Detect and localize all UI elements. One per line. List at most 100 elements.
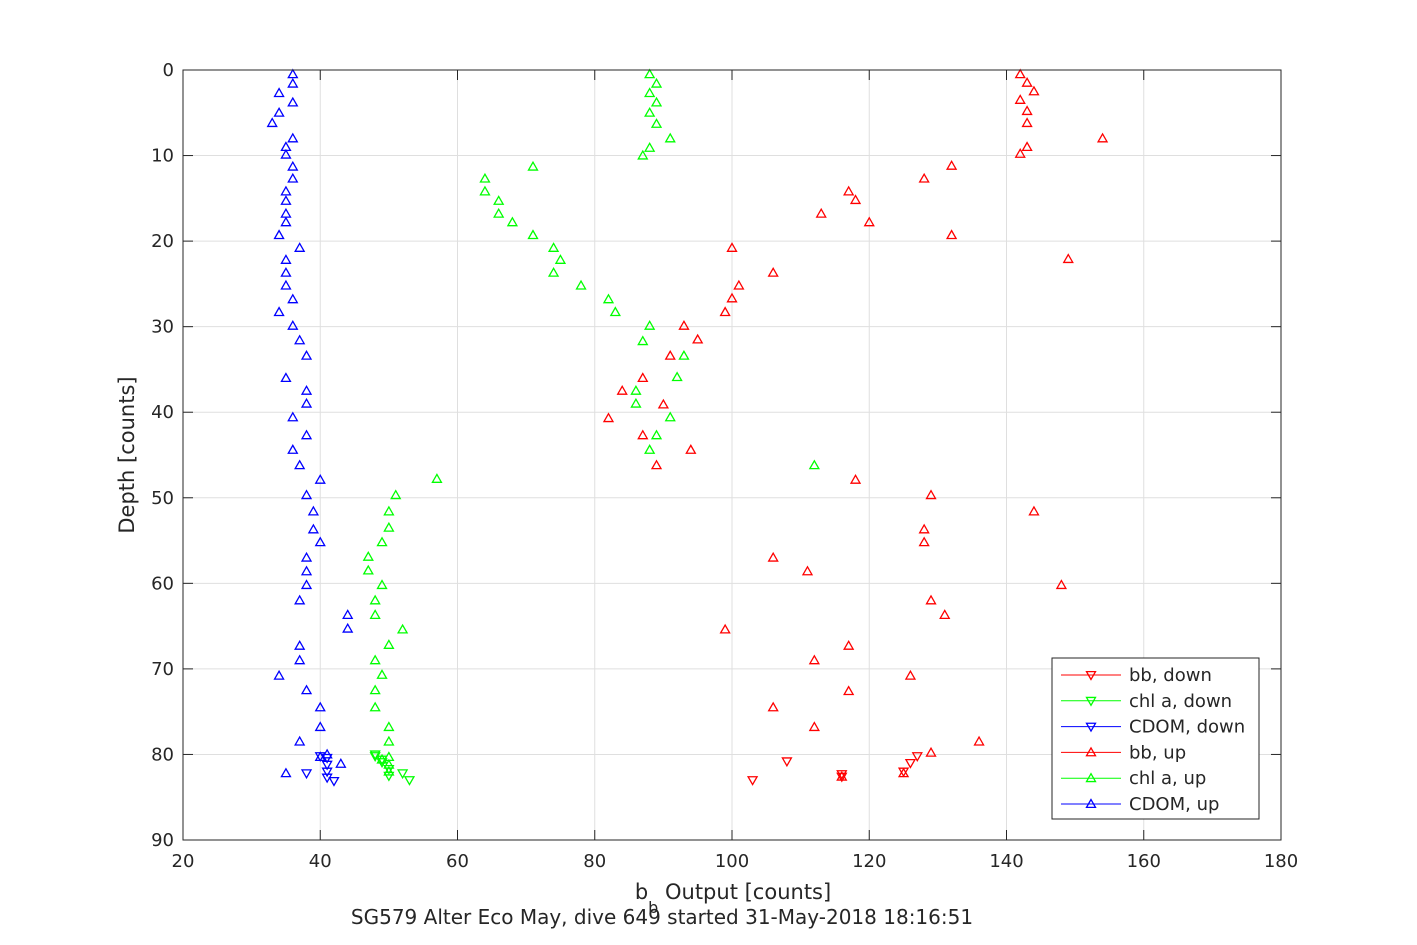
- data-point: [294, 735, 306, 746]
- data-point: [273, 87, 285, 98]
- data-point: [287, 444, 299, 454]
- data-point: [815, 207, 827, 218]
- data-point: [678, 349, 690, 360]
- data-point: [719, 623, 731, 634]
- x-tick-label: 60: [446, 851, 469, 872]
- chart-caption: SG579 Alter Eco May, dive 649 started 31…: [351, 905, 973, 929]
- y-tick-label: 10: [151, 146, 174, 167]
- legend-entry-label: CDOM, down: [1129, 717, 1245, 738]
- data-point: [849, 474, 862, 484]
- data-point: [321, 760, 333, 771]
- x-tick-label: 100: [715, 851, 749, 872]
- data-point: [808, 654, 820, 665]
- data-point: [836, 770, 848, 781]
- data-point: [1096, 132, 1109, 143]
- data-point: [300, 429, 313, 440]
- legend-marker: [1085, 722, 1097, 733]
- data-point: [781, 757, 793, 768]
- x-tick-label: 20: [172, 851, 195, 872]
- x-tick-label: 180: [1264, 851, 1298, 872]
- y-tick-label: 30: [151, 317, 174, 338]
- data-point: [904, 758, 917, 769]
- y-tick-label: 50: [151, 488, 174, 509]
- series-chl-a-up: [362, 68, 820, 776]
- data-point: [911, 752, 923, 762]
- data-point: [925, 489, 937, 500]
- data-point: [294, 594, 306, 605]
- data-point: [396, 769, 409, 780]
- data-point: [376, 669, 388, 679]
- legend-entry-label: CDOM, up: [1129, 794, 1219, 815]
- legend-marker: [1085, 746, 1097, 757]
- data-point: [1062, 253, 1074, 264]
- data-point: [1021, 141, 1033, 152]
- x-axis-label-rest: Output [counts]: [658, 880, 831, 904]
- data-point: [602, 412, 615, 423]
- x-axis-label-main: b: [635, 880, 648, 904]
- data-point: [493, 207, 505, 218]
- data-point: [383, 771, 395, 782]
- y-tick-label: 20: [151, 231, 174, 252]
- data-point: [294, 334, 306, 345]
- data-point: [671, 371, 683, 382]
- data-point: [287, 160, 299, 171]
- data-point: [939, 609, 951, 620]
- data-point: [918, 523, 930, 534]
- data-point: [1014, 68, 1026, 79]
- x-tick-label: 160: [1127, 851, 1161, 872]
- data-point: [637, 429, 649, 440]
- data-point: [287, 293, 299, 304]
- data-point: [300, 565, 313, 576]
- data-point: [630, 385, 642, 395]
- data-point: [664, 411, 676, 422]
- data-point: [904, 669, 917, 680]
- data-point: [273, 669, 285, 680]
- data-point: [280, 185, 292, 196]
- data-point: [314, 474, 326, 484]
- data-point: [273, 229, 285, 240]
- y-tick-label: 90: [151, 830, 174, 851]
- data-point: [554, 254, 567, 264]
- data-point: [650, 459, 663, 470]
- data-point: [897, 767, 910, 778]
- legend-marker: [1085, 696, 1097, 707]
- data-point: [575, 279, 587, 290]
- data-point: [1028, 505, 1040, 516]
- data-point: [692, 333, 704, 344]
- data-point: [390, 489, 402, 500]
- data-point: [664, 349, 676, 360]
- data-point: [273, 106, 285, 117]
- data-point: [431, 473, 443, 483]
- data-point: [767, 701, 779, 712]
- data-point: [314, 751, 326, 762]
- legend-entry-label: chl a, up: [1129, 768, 1206, 789]
- data-point: [843, 685, 855, 696]
- data-point: [369, 701, 381, 712]
- data-point: [726, 242, 738, 252]
- data-point: [280, 254, 292, 264]
- data-point: [300, 684, 313, 695]
- data-point: [300, 397, 313, 408]
- data-point: [644, 106, 656, 117]
- axis-ticks: 20 40 60 80 100 120 140 160 180 0 10 20 30 40 50 60 70 80…: [151, 60, 1298, 872]
- data-point: [294, 242, 306, 252]
- data-point: [383, 765, 395, 776]
- data-point: [808, 459, 820, 470]
- legend-marker: [1085, 798, 1097, 809]
- data-point: [383, 735, 395, 746]
- data-point: [314, 721, 326, 732]
- data-point: [287, 172, 299, 183]
- data-point: [678, 320, 690, 330]
- data-point: [362, 551, 374, 561]
- x-tick-label: 120: [852, 851, 886, 872]
- data-point: [664, 132, 676, 143]
- data-point: [527, 229, 539, 240]
- data-point: [1028, 85, 1040, 96]
- data-point: [383, 721, 395, 732]
- x-tick-label: 80: [583, 851, 606, 872]
- data-point: [383, 639, 395, 649]
- data-point: [376, 536, 388, 547]
- data-point: [396, 623, 409, 634]
- data-point: [746, 776, 759, 786]
- data-point: [644, 142, 656, 152]
